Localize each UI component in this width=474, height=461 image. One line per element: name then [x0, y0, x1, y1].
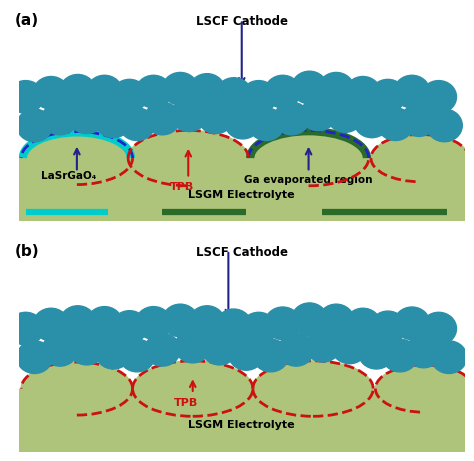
Circle shape: [17, 341, 52, 373]
Circle shape: [265, 75, 301, 108]
Text: (a): (a): [15, 13, 38, 28]
Text: O²⁻: O²⁻: [191, 119, 208, 129]
Text: O²⁻: O²⁻: [197, 348, 215, 358]
Circle shape: [248, 108, 284, 141]
Ellipse shape: [128, 130, 248, 186]
Circle shape: [421, 312, 456, 345]
Circle shape: [278, 333, 314, 366]
Circle shape: [87, 307, 122, 339]
Circle shape: [427, 109, 462, 142]
Circle shape: [145, 102, 180, 135]
Text: LSCF Cathode: LSCF Cathode: [196, 246, 288, 259]
Circle shape: [69, 101, 104, 134]
Circle shape: [305, 330, 341, 362]
Circle shape: [225, 106, 260, 139]
Circle shape: [378, 108, 413, 141]
Circle shape: [42, 333, 78, 366]
Circle shape: [394, 307, 430, 340]
Circle shape: [345, 77, 381, 109]
Circle shape: [112, 311, 147, 343]
Circle shape: [8, 81, 44, 113]
Circle shape: [406, 335, 441, 368]
Circle shape: [136, 75, 171, 108]
Circle shape: [145, 333, 180, 366]
Circle shape: [370, 311, 406, 344]
Circle shape: [33, 77, 69, 109]
Circle shape: [292, 303, 327, 336]
Circle shape: [241, 81, 276, 113]
Text: LSGM Electrolyte: LSGM Electrolyte: [189, 190, 295, 200]
Circle shape: [421, 81, 456, 113]
Circle shape: [175, 330, 210, 363]
Circle shape: [189, 306, 225, 338]
Text: LaSrGaO₄: LaSrGaO₄: [41, 171, 97, 182]
Circle shape: [319, 304, 354, 337]
Ellipse shape: [371, 135, 469, 182]
Circle shape: [33, 308, 69, 341]
Circle shape: [241, 312, 276, 345]
Ellipse shape: [375, 365, 474, 412]
Text: LSGM Electrolyte: LSGM Electrolyte: [189, 420, 295, 430]
Circle shape: [163, 304, 198, 337]
Circle shape: [370, 79, 406, 112]
Circle shape: [228, 337, 264, 370]
Text: TPB: TPB: [170, 182, 194, 192]
Text: Ga evaporated region: Ga evaporated region: [244, 176, 373, 185]
Circle shape: [163, 72, 198, 105]
Circle shape: [119, 108, 155, 141]
Text: (b): (b): [15, 244, 39, 259]
Circle shape: [60, 75, 96, 107]
Circle shape: [354, 105, 390, 138]
Circle shape: [431, 341, 467, 373]
Circle shape: [382, 339, 418, 372]
Circle shape: [189, 74, 225, 106]
Circle shape: [17, 109, 52, 142]
Ellipse shape: [21, 362, 133, 415]
Bar: [19, 158, 465, 221]
Circle shape: [60, 306, 96, 338]
Circle shape: [265, 307, 301, 340]
Circle shape: [319, 72, 354, 105]
Circle shape: [358, 337, 394, 369]
Circle shape: [42, 102, 78, 135]
Circle shape: [216, 78, 252, 110]
Ellipse shape: [21, 131, 133, 184]
Ellipse shape: [253, 361, 373, 416]
Circle shape: [332, 331, 367, 364]
Circle shape: [394, 75, 430, 108]
Circle shape: [96, 105, 131, 138]
Circle shape: [87, 75, 122, 108]
Bar: [19, 389, 465, 452]
Ellipse shape: [248, 130, 369, 186]
Text: LSCF Cathode: LSCF Cathode: [196, 15, 288, 28]
Circle shape: [8, 312, 44, 345]
Circle shape: [119, 339, 155, 372]
Circle shape: [292, 71, 327, 104]
Ellipse shape: [133, 361, 253, 416]
Circle shape: [401, 104, 437, 136]
Circle shape: [274, 102, 310, 135]
Circle shape: [253, 339, 289, 372]
Circle shape: [171, 99, 207, 131]
Circle shape: [201, 332, 237, 365]
Circle shape: [327, 100, 363, 132]
Circle shape: [96, 337, 131, 369]
Circle shape: [69, 332, 104, 365]
Circle shape: [301, 98, 336, 131]
Circle shape: [136, 307, 171, 339]
Text: TPB: TPB: [174, 398, 198, 408]
Circle shape: [198, 101, 234, 134]
Circle shape: [216, 309, 252, 342]
Circle shape: [345, 308, 381, 341]
Circle shape: [112, 79, 147, 112]
